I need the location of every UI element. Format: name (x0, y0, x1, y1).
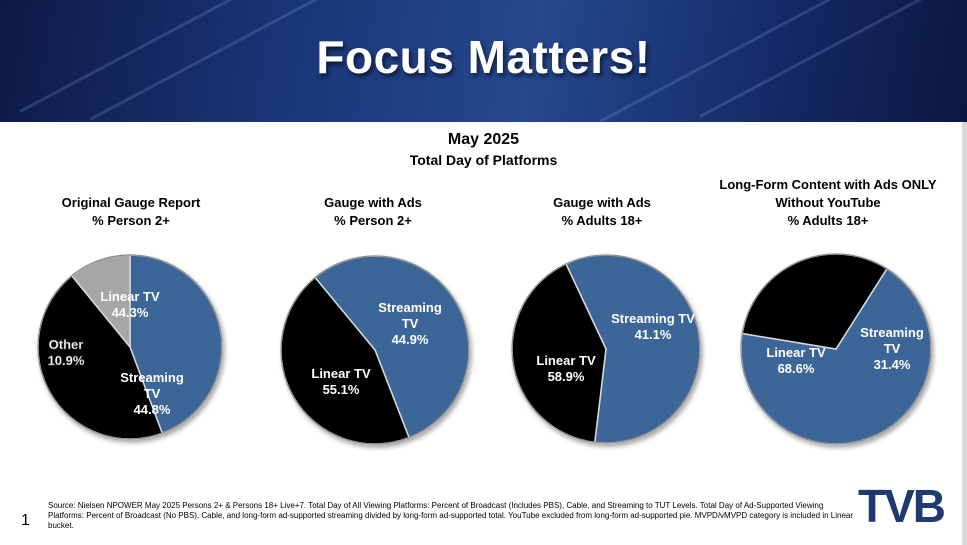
chart-3-title-line-2: % Adults 18+ (561, 213, 643, 228)
slide-edge (962, 122, 967, 545)
pie-4-label-streaming-tv: Streaming TV 31.4% (860, 325, 924, 372)
chart-4-title: Long-Form Content with Ads ONLY Without … (713, 176, 943, 230)
pie-1-outline (37, 254, 223, 440)
tvb-logo-text: TVB (858, 480, 945, 530)
subtitle-daypart: Total Day of Platforms (409, 152, 558, 168)
page-title: Focus Matters! (316, 31, 651, 83)
pie-chart-2 (280, 255, 470, 445)
chart-1-title-line-1: Original Gauge Report (61, 195, 201, 210)
subtitle-month: May 2025 (447, 131, 520, 148)
chart-3-title-line-1: Gauge with Ads (553, 195, 651, 210)
pie-3-label-streaming-tv: Streaming TV 41.1% (611, 311, 695, 342)
chart-2-title: Gauge with Ads % Person 2+ (258, 194, 488, 230)
pie-4-label-linear-tv: Linear TV 68.6% (766, 345, 826, 376)
pie-1-label-other: Other 10.9% (48, 337, 85, 368)
pie-4-outline (740, 253, 932, 445)
chart-1-title: Original Gauge Report % Person 2+ (16, 194, 246, 230)
pie-chart-1 (37, 254, 223, 440)
source-note: Source: Nielsen NPOWER May 2025 Persons … (48, 501, 853, 530)
chart-4-title-line-3: % Adults 18+ (787, 213, 869, 228)
chart-1-title-line-2: % Person 2+ (92, 213, 170, 228)
page-number: 1 (21, 512, 30, 529)
pie-1-label-streaming-tv: Streaming TV 44.8% (120, 370, 184, 417)
pie-2-label-linear-tv: Linear TV 55.1% (311, 366, 371, 397)
pie-3-label-linear-tv: Linear TV 58.9% (536, 353, 596, 384)
pie-1-label-linear-tv: Linear TV 44.3% (100, 289, 160, 320)
pie-chart-3 (511, 254, 701, 444)
pie-chart-4 (740, 253, 932, 445)
pie-2-outline (280, 255, 470, 445)
chart-4-title-line-2: Without YouTube (775, 195, 881, 210)
pie-3-outline (511, 254, 701, 444)
tvb-logo: TVB (858, 480, 947, 530)
pie-2-label-streaming-tv: Streaming TV 44.9% (378, 300, 442, 347)
header-banner: Focus Matters! (0, 0, 967, 122)
chart-3-title: Gauge with Ads % Adults 18+ (487, 194, 717, 230)
chart-2-title-line-1: Gauge with Ads (324, 195, 422, 210)
chart-2-title-line-2: % Person 2+ (334, 213, 412, 228)
chart-4-title-line-1: Long-Form Content with Ads ONLY (719, 177, 937, 192)
